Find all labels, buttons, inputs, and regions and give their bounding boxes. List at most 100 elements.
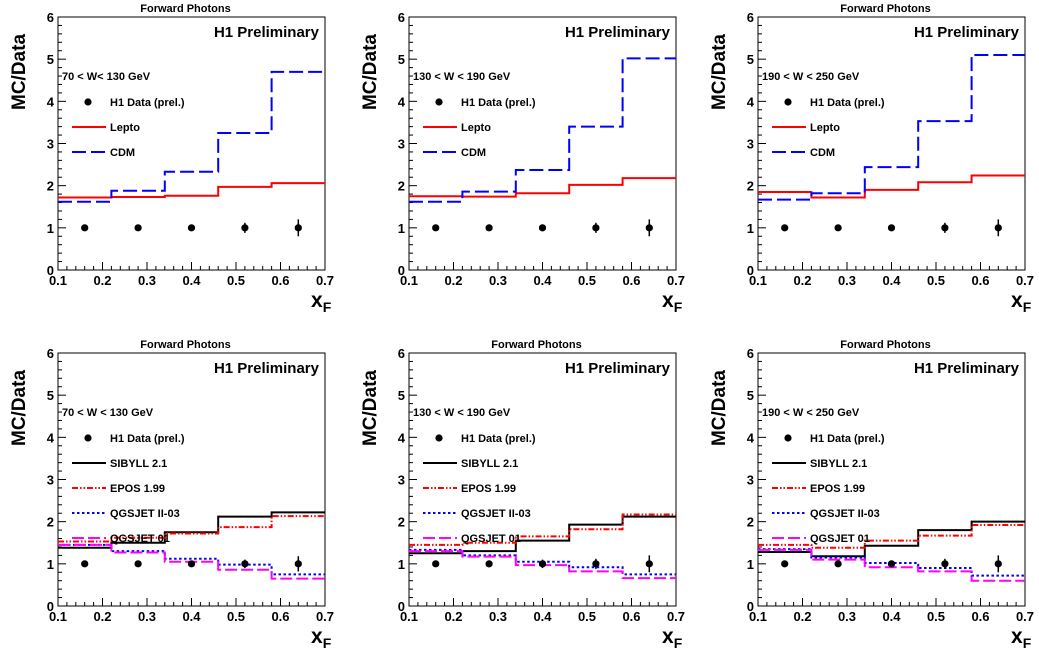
legend-label-lepto: Lepto xyxy=(461,122,491,134)
x-tick-label: 0.6 xyxy=(622,609,640,624)
y-tick-label: 4 xyxy=(398,430,406,445)
x-tick-label: 0.1 xyxy=(400,609,418,624)
series-line-sibyll-2-1 xyxy=(409,515,676,555)
y-tick-label: 1 xyxy=(398,557,405,572)
legend-label-qgsjet-01: QGSJET 01 xyxy=(461,533,521,545)
w-range-label: 130 < W < 190 GeV xyxy=(413,71,511,83)
legend-label-data: H1 Data (prel.) xyxy=(461,97,536,109)
y-tick-label: 4 xyxy=(747,430,755,445)
data-point xyxy=(592,560,600,568)
chart-title: Forward Photons xyxy=(140,339,230,351)
y-tick-label: 2 xyxy=(747,515,754,530)
data-point xyxy=(485,224,493,232)
x-axis-label: xF xyxy=(1011,289,1032,315)
y-tick-label: 0 xyxy=(47,599,54,614)
preliminary-label: H1 Preliminary xyxy=(914,360,1020,377)
data-point xyxy=(887,560,896,568)
series-line-sibyll-2-1 xyxy=(58,511,325,549)
w-range-label: 70 < W< 130 GeV xyxy=(62,71,151,83)
x-tick-label: 0.3 xyxy=(489,273,507,288)
y-tick-label: 0 xyxy=(398,263,405,278)
data-point xyxy=(294,560,302,568)
y-tick-label: 5 xyxy=(747,52,754,67)
y-tick-label: 1 xyxy=(747,557,754,572)
y-tick-label: 6 xyxy=(398,346,405,361)
legend-label-epos-1-99: EPOS 1.99 xyxy=(110,483,165,495)
legend-data-marker xyxy=(84,434,92,442)
legend-label-data: H1 Data (prel.) xyxy=(110,97,185,109)
y-tick-label: 2 xyxy=(398,179,405,194)
legend-label-data: H1 Data (prel.) xyxy=(810,97,885,109)
x-tick-label: 0.3 xyxy=(838,273,856,288)
y-tick-label: 1 xyxy=(398,221,405,236)
y-tick-label: 0 xyxy=(747,263,754,278)
y-tick-label: 0 xyxy=(47,263,54,278)
chart-panel-3: 0 1 2 3 4 5 6 0.1 0.2 0.3 0.4 0.5 0.6 0.7 MC/Data xF For… xyxy=(709,3,1034,315)
x-axis-label-sub: F xyxy=(323,635,332,651)
y-tick-label: 1 xyxy=(747,221,754,236)
series-line-lepto xyxy=(58,182,325,199)
legend-data-marker xyxy=(435,434,443,442)
y-tick-label: 0 xyxy=(398,599,405,614)
x-tick-label: 0.5 xyxy=(227,273,245,288)
x-tick-label: 0.7 xyxy=(1016,273,1034,288)
x-tick-label: 0.2 xyxy=(93,609,111,624)
x-axis-label-main: x xyxy=(1011,625,1023,648)
x-tick-label: 0.2 xyxy=(444,273,462,288)
y-tick-label: 2 xyxy=(398,515,405,530)
x-tick-label: 0.1 xyxy=(49,273,67,288)
legend-label-data: H1 Data (prel.) xyxy=(461,433,536,445)
data-point xyxy=(834,560,842,568)
legend-data-marker xyxy=(784,98,792,106)
x-tick-label: 0.4 xyxy=(182,273,201,288)
x-tick-label: 0.2 xyxy=(444,609,462,624)
x-tick-label: 0.5 xyxy=(227,609,245,624)
y-axis-label: MC/Data xyxy=(360,34,381,110)
x-axis-label-main: x xyxy=(311,625,323,648)
x-axis-label-sub: F xyxy=(323,299,332,315)
x-axis-label: xF xyxy=(1011,625,1032,651)
w-range-label: 190 < W < 250 GeV xyxy=(762,407,860,419)
y-tick-label: 6 xyxy=(747,10,754,25)
chart-panel-1: 0 1 2 3 4 5 6 0.1 0.2 0.3 0.4 0.5 0.6 0.7 MC/Data xF For… xyxy=(9,3,334,315)
y-tick-label: 3 xyxy=(747,137,754,152)
x-tick-label: 0.3 xyxy=(838,609,856,624)
data-point xyxy=(134,560,142,568)
x-tick-label: 0.7 xyxy=(316,609,334,624)
data-point xyxy=(592,224,600,232)
series-line-cdm xyxy=(58,70,325,203)
x-axis-label-sub: F xyxy=(674,299,683,315)
y-tick-label: 6 xyxy=(747,346,754,361)
x-tick-label: 0.2 xyxy=(793,273,811,288)
series-line-cdm xyxy=(409,57,676,203)
x-tick-label: 0.6 xyxy=(271,609,289,624)
y-axis-label: MC/Data xyxy=(709,34,730,110)
x-tick-label: 0.7 xyxy=(316,273,334,288)
y-tick-label: 1 xyxy=(47,221,54,236)
x-axis-label: xF xyxy=(311,625,332,651)
data-point xyxy=(887,224,896,232)
y-axis-label: MC/Data xyxy=(9,34,30,110)
data-point xyxy=(994,224,1002,232)
legend-label-lepto: Lepto xyxy=(110,122,140,134)
data-point xyxy=(432,224,440,232)
x-tick-label: 0.1 xyxy=(400,273,418,288)
x-tick-label: 0.4 xyxy=(882,609,901,624)
x-axis-label-main: x xyxy=(662,289,674,312)
legend-label-data: H1 Data (prel.) xyxy=(810,433,885,445)
x-axis-label: xF xyxy=(662,289,683,315)
x-tick-label: 0.7 xyxy=(1016,609,1034,624)
legend-label-qgsjet-ii-03: QGSJET II-03 xyxy=(810,508,880,520)
data-point xyxy=(485,560,493,568)
preliminary-label: H1 Preliminary xyxy=(565,360,671,377)
series-line-cdm xyxy=(758,53,1025,201)
x-tick-label: 0.4 xyxy=(882,273,901,288)
x-tick-label: 0.6 xyxy=(971,609,989,624)
x-tick-label: 0.3 xyxy=(138,609,156,624)
data-point xyxy=(538,224,547,232)
x-tick-label: 0.4 xyxy=(533,609,552,624)
series-line-qgsjet-ii-03 xyxy=(58,543,325,576)
x-axis-label-main: x xyxy=(662,625,674,648)
y-axis-label: MC/Data xyxy=(709,370,730,446)
x-axis-label-sub: F xyxy=(674,635,683,651)
